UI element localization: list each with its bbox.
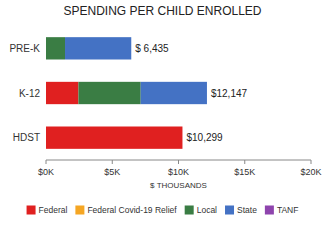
x-tick-label: $10K [168, 167, 189, 177]
legend-swatch [27, 206, 36, 215]
x-axis-label: $ THOUSANDS [150, 181, 207, 190]
bar-segment [141, 82, 207, 104]
legend-label: Local [197, 205, 217, 215]
y-tick-label: K-12 [19, 88, 41, 99]
bar-segment [46, 127, 182, 149]
legend-label: TANF [277, 205, 299, 215]
bar-segment [182, 127, 183, 149]
legend: Federal Federal Covid-19 Relief Local State… [27, 205, 299, 215]
bar-segment [131, 37, 132, 59]
bars [46, 37, 207, 149]
page: {"chart_data": { "type": "bar", "orienta… [0, 0, 325, 229]
bar-segment [78, 82, 140, 104]
legend-swatch [75, 206, 84, 215]
x-tick-label: $5K [104, 167, 120, 177]
bar-segment [182, 127, 183, 149]
bar-segment [182, 127, 183, 149]
title: SPENDING PER CHILD ENROLLED [63, 4, 261, 18]
total-labels: $10,299 $12,147 $ 6,435 [135, 43, 247, 143]
legend-item: State [225, 205, 257, 215]
total-label: $12,147 [211, 88, 248, 99]
x-tick-label: $15K [234, 167, 255, 177]
x-tick [46, 160, 47, 164]
x-tick-label: $20K [300, 167, 321, 177]
bar-segment [46, 37, 65, 59]
legend-swatch [265, 206, 274, 215]
legend-swatch [185, 206, 194, 215]
chart: SPENDING PER CHILD ENROLLED $10,299 $12,14… [0, 0, 325, 229]
x-tick [178, 160, 179, 164]
legend-item: Federal [27, 205, 68, 215]
legend-label: Federal [39, 205, 68, 215]
bar-segment [65, 37, 131, 59]
x-tick [311, 160, 312, 164]
y-tick-label: HDST [13, 132, 40, 143]
legend-item: TANF [265, 205, 299, 215]
legend-item: Federal Covid-19 Relief [75, 205, 177, 215]
bar-segment [206, 82, 207, 104]
y-axis: HDST K-12 PRE-K [9, 43, 40, 143]
legend-item: Local [185, 205, 217, 215]
x-tick-label: $0K [38, 167, 54, 177]
x-axis: $0K $5K $10K $15K $20K $ THOUSANDS [38, 160, 322, 190]
x-tick [112, 160, 113, 164]
legend-label: Federal Covid-19 Relief [87, 205, 177, 215]
total-label: $ 6,435 [135, 43, 169, 54]
legend-swatch [225, 206, 234, 215]
x-tick [244, 160, 245, 164]
total-label: $10,299 [186, 132, 223, 143]
bar-segment [46, 82, 78, 104]
y-tick-label: PRE-K [9, 43, 40, 54]
bar-segment [182, 127, 183, 149]
legend-label: State [237, 205, 257, 215]
